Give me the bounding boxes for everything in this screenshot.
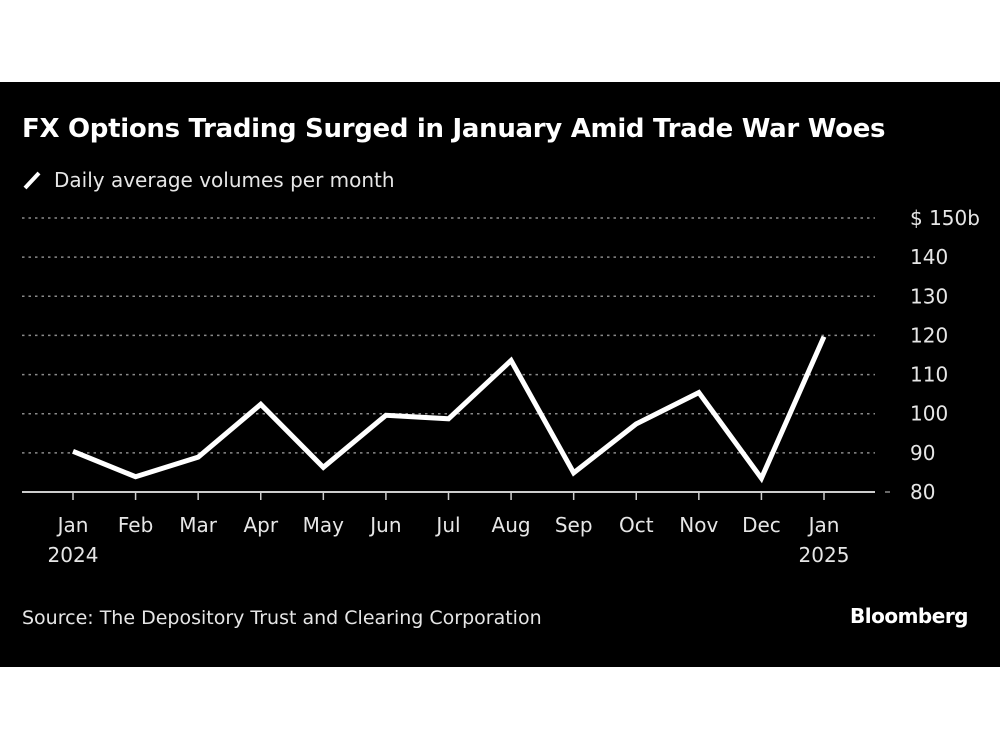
y-tick-label: 130 [910, 284, 948, 308]
y-tick-label: 90 [910, 441, 935, 465]
x-tick-label: Oct [619, 513, 654, 537]
y-tick-label: 120 [910, 323, 948, 347]
bloomberg-logo: Bloomberg [850, 604, 968, 628]
x-tick-label: Jul [434, 513, 460, 537]
x-tick-label: Dec [742, 513, 781, 537]
x-tick-label: Jun [368, 513, 401, 537]
source-note: Source: The Depository Trust and Clearin… [22, 607, 542, 629]
y-tick-label: 110 [910, 363, 948, 387]
series [72, 335, 827, 484]
legend-label: Daily average volumes per month [54, 168, 395, 192]
line-swatch-icon [23, 171, 41, 190]
x-tick-label: Aug [492, 513, 531, 537]
chart-title: FX Options Trading Surged in January Ami… [22, 114, 886, 144]
x-tick-label: Apr [243, 513, 278, 537]
gridlines [22, 217, 875, 454]
x-tick-year-label: 2025 [799, 543, 850, 567]
y-tick-label: 140 [910, 245, 948, 269]
x-tick-label: Jan [56, 513, 89, 537]
legend: Daily average volumes per month [22, 168, 395, 192]
y-tick-label: 80 [910, 480, 935, 504]
x-tick-label: Feb [118, 513, 153, 537]
x-tick-label: Sep [555, 513, 593, 537]
y-tick-label: $ 150b [910, 206, 980, 230]
series-line [72, 335, 827, 484]
x-tick-label: Jan [807, 513, 840, 537]
y-axis-labels: 80 90 100 110 120 130 140 $ 150b [910, 206, 980, 504]
x-tick-year-label: 2024 [48, 543, 99, 567]
x-tick-label: Nov [679, 513, 718, 537]
y-tick-label: 100 [910, 402, 948, 426]
x-tick-label: Mar [179, 513, 218, 537]
x-tick-label: May [303, 513, 345, 537]
x-axis-labels: Jan 2024 Feb Mar Apr May Jun Jul Aug Sep Oct Nov Dec… [48, 513, 850, 567]
x-axis [22, 491, 890, 500]
